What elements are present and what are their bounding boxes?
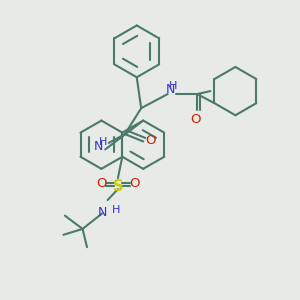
- Text: N: N: [98, 206, 107, 219]
- Text: O: O: [129, 177, 140, 190]
- Text: H: H: [98, 137, 107, 147]
- Text: O: O: [97, 177, 107, 190]
- Text: S: S: [113, 178, 123, 194]
- Text: H: H: [112, 205, 120, 215]
- Text: O: O: [146, 134, 156, 147]
- Text: O: O: [191, 112, 201, 126]
- Text: N: N: [94, 140, 103, 153]
- Text: H: H: [169, 81, 177, 91]
- Text: N: N: [166, 82, 175, 95]
